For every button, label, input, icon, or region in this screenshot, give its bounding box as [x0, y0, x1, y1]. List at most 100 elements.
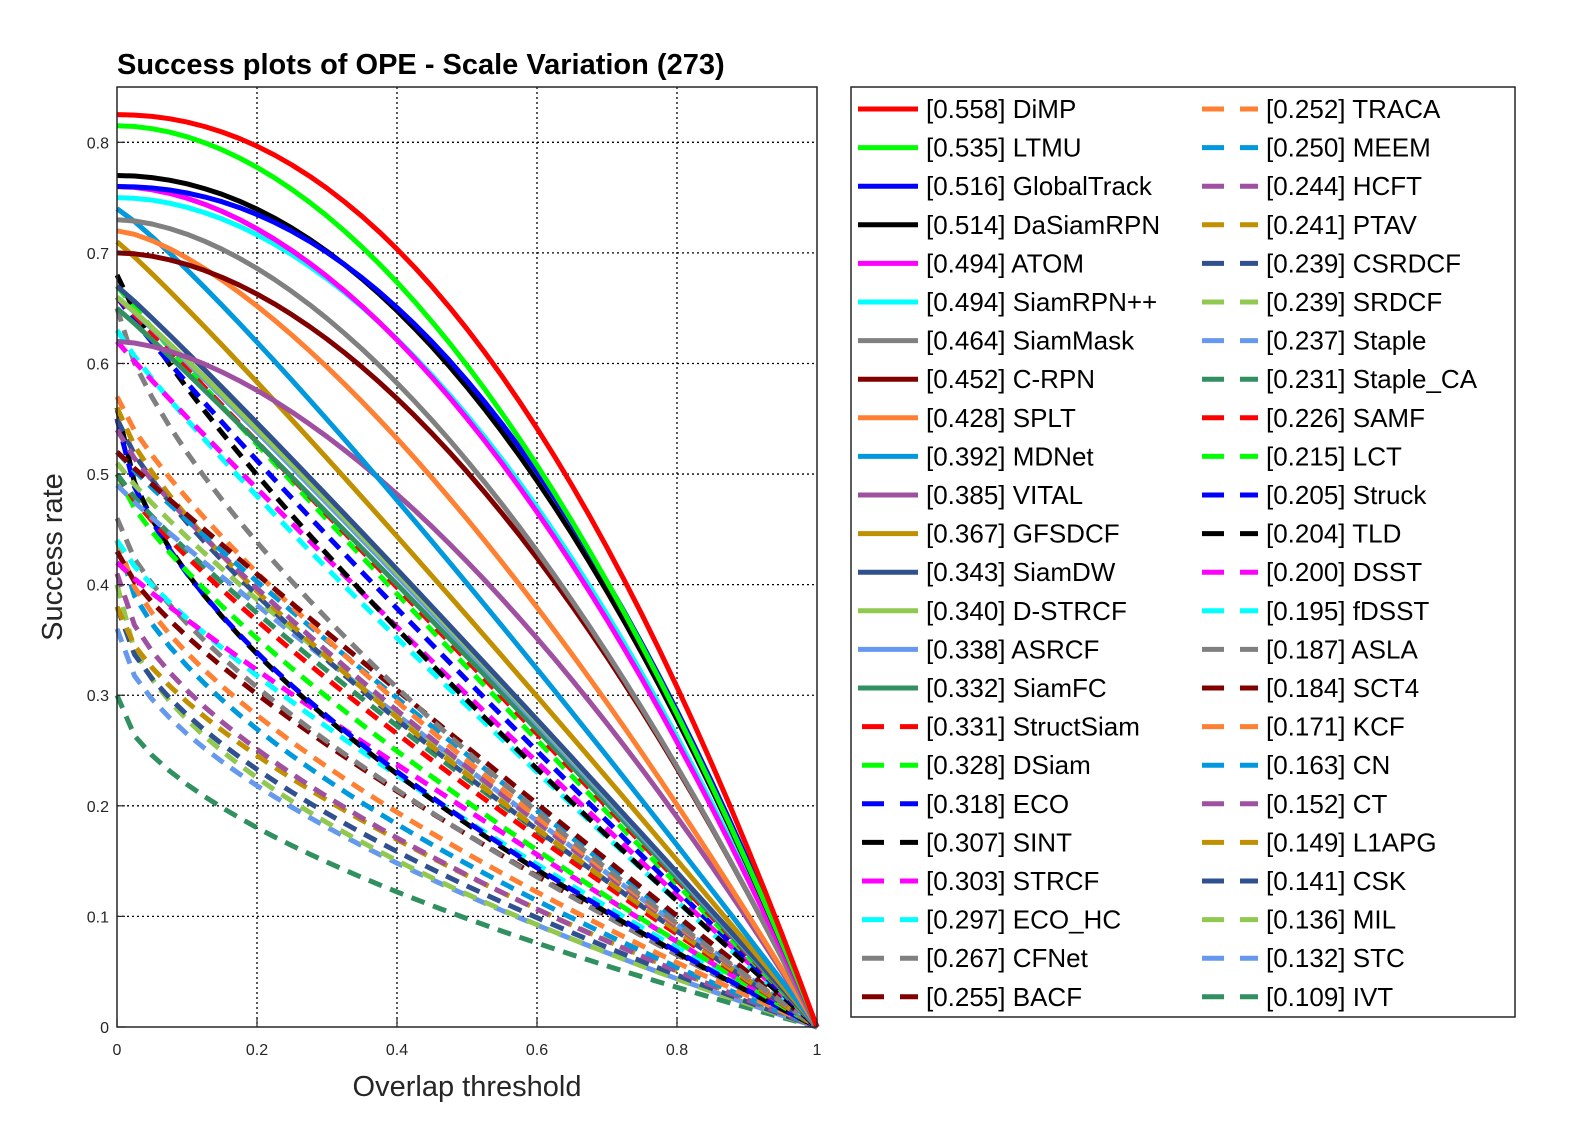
legend-label: [0.343] SiamDW [926, 557, 1116, 587]
x-axis-ticks: 0 0.2 0.4 0.6 0.8 1 [113, 1019, 822, 1059]
x-tick-label: 0 [113, 1042, 122, 1059]
series-line [114, 694, 818, 1030]
legend-label: [0.149] L1APG [1266, 827, 1437, 857]
series-line [114, 418, 819, 1030]
series-line [114, 539, 819, 1030]
x-tick-label: 0.4 [386, 1042, 408, 1059]
series-line [115, 560, 819, 1030]
series-line [116, 338, 820, 1029]
series-line [115, 239, 819, 1029]
legend-label: [0.464] SiamMask [926, 326, 1135, 356]
legend-label: [0.367] GFSDCF [926, 519, 1120, 549]
legend-label: [0.250] MEEM [1266, 133, 1431, 163]
legend-label: [0.516] GlobalTrack [926, 171, 1153, 201]
legend-label: [0.428] SPLT [926, 403, 1076, 433]
legend-label: [0.215] LCT [1266, 441, 1402, 471]
legend-label: [0.244] HCFT [1266, 171, 1422, 201]
series-line [114, 273, 819, 1029]
legend-label: [0.231] Staple_CA [1266, 364, 1478, 394]
y-axis-ticks: 0 0.1 0.2 0.3 0.4 0.5 0.6 0.7 0.8 [87, 135, 125, 1037]
series-line [115, 206, 819, 1029]
y-tick-label: 0.6 [87, 356, 109, 373]
legend-label: [0.303] STRCF [926, 866, 1099, 896]
legend-label: [0.171] KCF [1266, 712, 1405, 742]
y-axis-label: Success rate [37, 473, 69, 641]
legend-label: [0.226] SAMF [1266, 403, 1425, 433]
axes-frame [116, 86, 818, 1028]
legend-label: [0.132] STC [1266, 943, 1405, 973]
series-line [114, 395, 819, 1030]
series-line [114, 605, 818, 1030]
series-line [116, 228, 820, 1029]
series-line [115, 339, 819, 1029]
legend-label: [0.205] Struck [1266, 480, 1427, 510]
chart-title: Success plots of OPE - Scale Variation (… [117, 49, 725, 81]
series-line [114, 407, 819, 1030]
y-tick-label: 0.4 [87, 578, 109, 595]
legend-label: [0.109] IVT [1266, 982, 1393, 1012]
legend-label: [0.558] DiMP [926, 94, 1076, 124]
legend-label: [0.318] ECO [926, 789, 1069, 819]
x-tick-label: 1 [813, 1042, 822, 1059]
series-line [115, 284, 819, 1029]
legend-label: [0.204] TLD [1266, 519, 1401, 549]
legend-label: [0.163] CN [1266, 750, 1390, 780]
legend-label: [0.338] ASRCF [926, 634, 1099, 664]
y-tick-label: 0.7 [87, 246, 109, 263]
series-line [115, 450, 819, 1029]
x-axis-label: Overlap threshold [353, 1071, 582, 1103]
series-line [116, 112, 820, 1028]
series-line [116, 184, 820, 1029]
y-tick-label: 0.2 [87, 799, 109, 816]
legend-label: [0.239] CSRDCF [1266, 248, 1461, 278]
legend-label: [0.332] SiamFC [926, 673, 1107, 703]
y-tick-label: 0.5 [87, 467, 109, 484]
legend-label: [0.297] ECO_HC [926, 905, 1121, 935]
series-line [114, 472, 819, 1030]
series-line [114, 428, 819, 1030]
legend-label: [0.184] SCT4 [1266, 673, 1419, 703]
series-line [114, 295, 819, 1029]
legend-label: [0.307] SINT [926, 827, 1072, 857]
legend-label: [0.187] ASLA [1266, 634, 1418, 664]
legend-label: [0.152] CT [1266, 789, 1388, 819]
legend-label: [0.392] MDNet [926, 441, 1094, 471]
legend-label: [0.535] LTMU [926, 133, 1082, 163]
series-line [114, 472, 819, 1030]
series-line [115, 472, 819, 1030]
legend-label: [0.237] Staple [1266, 326, 1426, 356]
y-tick-label: 0 [100, 1020, 109, 1037]
legend-label: [0.452] C-RPN [926, 364, 1095, 394]
series-line [114, 406, 819, 1030]
legend-label: [0.331] StructSiam [926, 712, 1140, 742]
legend-label: [0.494] SiamRPN++ [926, 287, 1157, 317]
legend-entries: [0.558] DiMP [0.535] LTMU [0.516] GlobalTr… [858, 94, 1478, 1012]
legend-label: [0.385] VITAL [926, 480, 1083, 510]
series-line [116, 123, 820, 1028]
legend-label: [0.195] fDSST [1266, 596, 1429, 626]
legend-label: [0.241] PTAV [1266, 210, 1417, 240]
series-line [114, 307, 819, 1030]
legend-label: [0.200] DSST [1266, 557, 1422, 587]
legend [850, 86, 1516, 1018]
x-tick-label: 0.2 [246, 1042, 268, 1059]
series-line [114, 417, 819, 1030]
series-line [114, 538, 819, 1030]
legend-label: [0.239] SRDCF [1266, 287, 1442, 317]
y-tick-label: 0.3 [87, 688, 109, 705]
legend-label: [0.252] TRACA [1266, 94, 1441, 124]
legend-label: [0.267] CFNet [926, 943, 1089, 973]
legend-label: [0.141] CSK [1266, 866, 1407, 896]
legend-label: [0.494] ATOM [926, 248, 1084, 278]
y-tick-label: 0.1 [87, 909, 109, 926]
series-line [114, 605, 818, 1030]
series-line [114, 583, 818, 1030]
y-tick-label: 0.8 [87, 135, 109, 152]
series-line [116, 217, 820, 1029]
x-tick-label: 0.8 [666, 1042, 688, 1059]
legend-label: [0.514] DaSiamRPN [926, 210, 1160, 240]
series-line [115, 284, 819, 1029]
legend-label: [0.340] D-STRCF [926, 596, 1127, 626]
legend-label: [0.255] BACF [926, 982, 1082, 1012]
